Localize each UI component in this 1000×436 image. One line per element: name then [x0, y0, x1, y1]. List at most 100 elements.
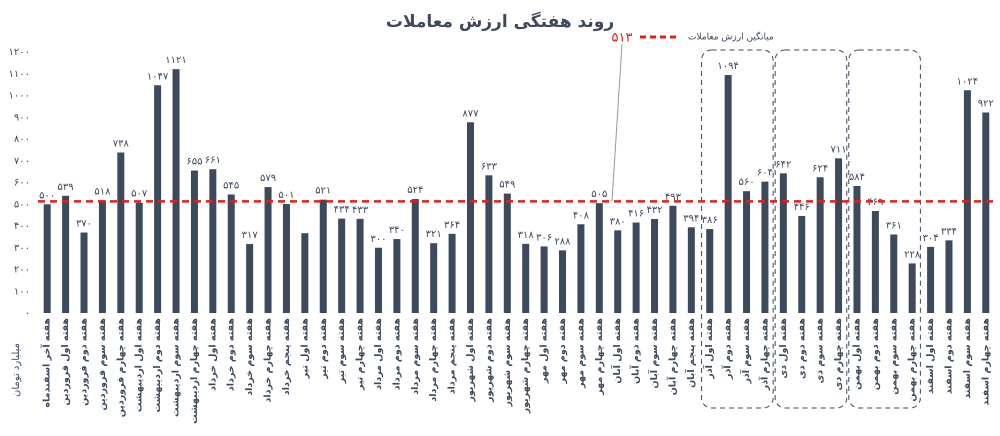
chart-title: روند هفتگی ارزش معاملات	[386, 11, 614, 32]
y-tick-label: ۱۱۰۰	[9, 69, 30, 80]
bar	[522, 243, 530, 313]
value-label: ۳۹۴	[683, 213, 699, 224]
bar	[319, 199, 327, 313]
group-box	[701, 49, 774, 409]
bar	[411, 199, 419, 313]
x-tick-label: هفته سوم اردیبهشت	[171, 318, 182, 417]
value-label: ۱۱۲۱	[165, 55, 186, 66]
value-label: ۳۴۰	[389, 225, 405, 236]
value-label: ۵۰۵	[591, 189, 607, 200]
x-tick-label: هفته سوم مهر	[575, 318, 586, 389]
bar	[908, 263, 916, 313]
value-label: ۳۲۱	[426, 229, 442, 240]
y-tick-label: ۱۲۰۰	[9, 47, 30, 58]
x-tick-label: هفته اول مرداد	[373, 318, 384, 390]
value-label: ۴۳۳	[352, 205, 369, 216]
x-tick-label: هفته سوم اسفند	[962, 318, 973, 399]
x-tick-label: هفته سوم تیر	[336, 318, 347, 385]
y-tick-label: ۶۰۰	[14, 178, 30, 189]
x-tick-label: هفته اول خرداد	[207, 318, 218, 391]
bar	[117, 152, 125, 313]
x-tick-label: هفته چهارم خرداد	[263, 318, 274, 403]
x-tick-label: هفته سوم مرداد	[410, 318, 421, 395]
y-tick-label: ۸۰۰	[14, 134, 30, 145]
bar	[669, 205, 677, 313]
value-label: ۶۳۳	[481, 161, 498, 172]
bar	[559, 250, 567, 313]
value-label: ۱۰۹۴	[717, 61, 738, 72]
value-label: ۴۶۹	[867, 197, 883, 208]
x-tick-label: هفته سوم فروردین	[97, 318, 108, 411]
bar	[853, 185, 861, 313]
value-label: ۳۸۶	[702, 215, 718, 226]
bar	[927, 246, 935, 313]
x-tick-label: هفته پنجم خرداد	[281, 318, 292, 396]
bar	[871, 210, 879, 313]
bar	[98, 200, 106, 313]
value-label: ۵۸۴	[849, 172, 865, 183]
x-tick-label: هفته سوم بهمن	[888, 318, 899, 395]
bar	[43, 204, 51, 313]
value-label: ۴۰۸	[573, 210, 590, 221]
value-label: ۴۹۳	[665, 192, 682, 203]
value-label: ۹۲۲	[978, 98, 994, 109]
y-tick-label: ۵۰۰	[14, 199, 30, 210]
bar	[246, 244, 254, 313]
bar	[190, 170, 198, 313]
bar	[761, 181, 769, 313]
x-tick-label: هفته دوم تیر	[318, 318, 329, 380]
value-label: ۳۱۷	[242, 230, 259, 241]
average-leader	[611, 43, 623, 202]
y-tick-label: ۳۰۰	[14, 243, 30, 254]
bar	[595, 203, 603, 313]
value-label: ۷۱۱	[831, 144, 847, 155]
x-tick-label: هفته چهارم فروردین	[115, 318, 126, 418]
bar	[816, 177, 824, 313]
bar	[540, 246, 548, 313]
value-label: ۳۰۴	[923, 233, 939, 244]
value-label: ۳۸۰	[610, 216, 626, 227]
bar	[835, 158, 843, 313]
y-tick-label: ۱۰۰	[14, 286, 30, 297]
bar	[209, 169, 217, 313]
value-label: ۳۱۸	[518, 230, 535, 241]
x-tick-label: هفته دوم بهمن	[870, 318, 881, 391]
x-tick-label: هفته اول اسفند	[925, 318, 936, 394]
x-tick-label: هفته چهارم تیر	[355, 318, 366, 392]
y-tick-label: ۰	[25, 308, 30, 319]
y-tick-label: ۷۰۰	[14, 156, 30, 167]
y-tick-label: ۴۰۰	[14, 221, 30, 232]
value-label: ۴۱۶	[628, 209, 644, 220]
bar	[743, 191, 751, 313]
bar	[779, 173, 787, 313]
x-tick-label: هفته چهارم بهمن	[907, 318, 918, 402]
bar	[982, 112, 990, 313]
value-label: ۱۰۲۴	[957, 76, 978, 87]
group-box	[848, 49, 921, 409]
value-label: ۵۳۹	[58, 182, 74, 193]
value-label: ۵۲۴	[407, 185, 423, 196]
x-tick-label: هفته دوم خرداد	[226, 318, 237, 392]
value-label: ۴۴۶	[794, 202, 810, 213]
x-tick-label: هفته دوم دی	[796, 318, 807, 379]
x-tick-label: هفته چهارم اسفند	[980, 318, 991, 406]
bar	[890, 234, 898, 313]
x-tick-label: هفته دوم شهریور	[483, 318, 494, 403]
value-label: ۵۰۱	[278, 190, 294, 201]
bar	[945, 240, 953, 313]
legend-label: میانگین ارزش معاملات	[688, 31, 774, 43]
x-tick-label: هفته دوم آذر	[721, 318, 734, 380]
x-tick-label: هفته چهارم آبان	[665, 318, 678, 396]
x-tick-label: هفته چهارم اردیبهشت	[189, 318, 200, 424]
x-tick-label: هفته دوم اردیبهشت	[152, 318, 163, 413]
x-tick-label: هفته چهارم مرداد	[428, 318, 439, 402]
value-label: ۳۷۰	[76, 219, 92, 230]
y-tick-label: ۱۰۰۰	[9, 91, 30, 102]
x-tick-label: هفته چهارم دی	[833, 318, 844, 391]
bar	[651, 219, 659, 313]
bar	[227, 194, 235, 313]
x-tick-label: هفته اول آذر	[702, 318, 715, 380]
x-tick-label: هفته سوم شهریور	[502, 318, 513, 408]
value-label: ۲۲۸	[904, 249, 921, 260]
